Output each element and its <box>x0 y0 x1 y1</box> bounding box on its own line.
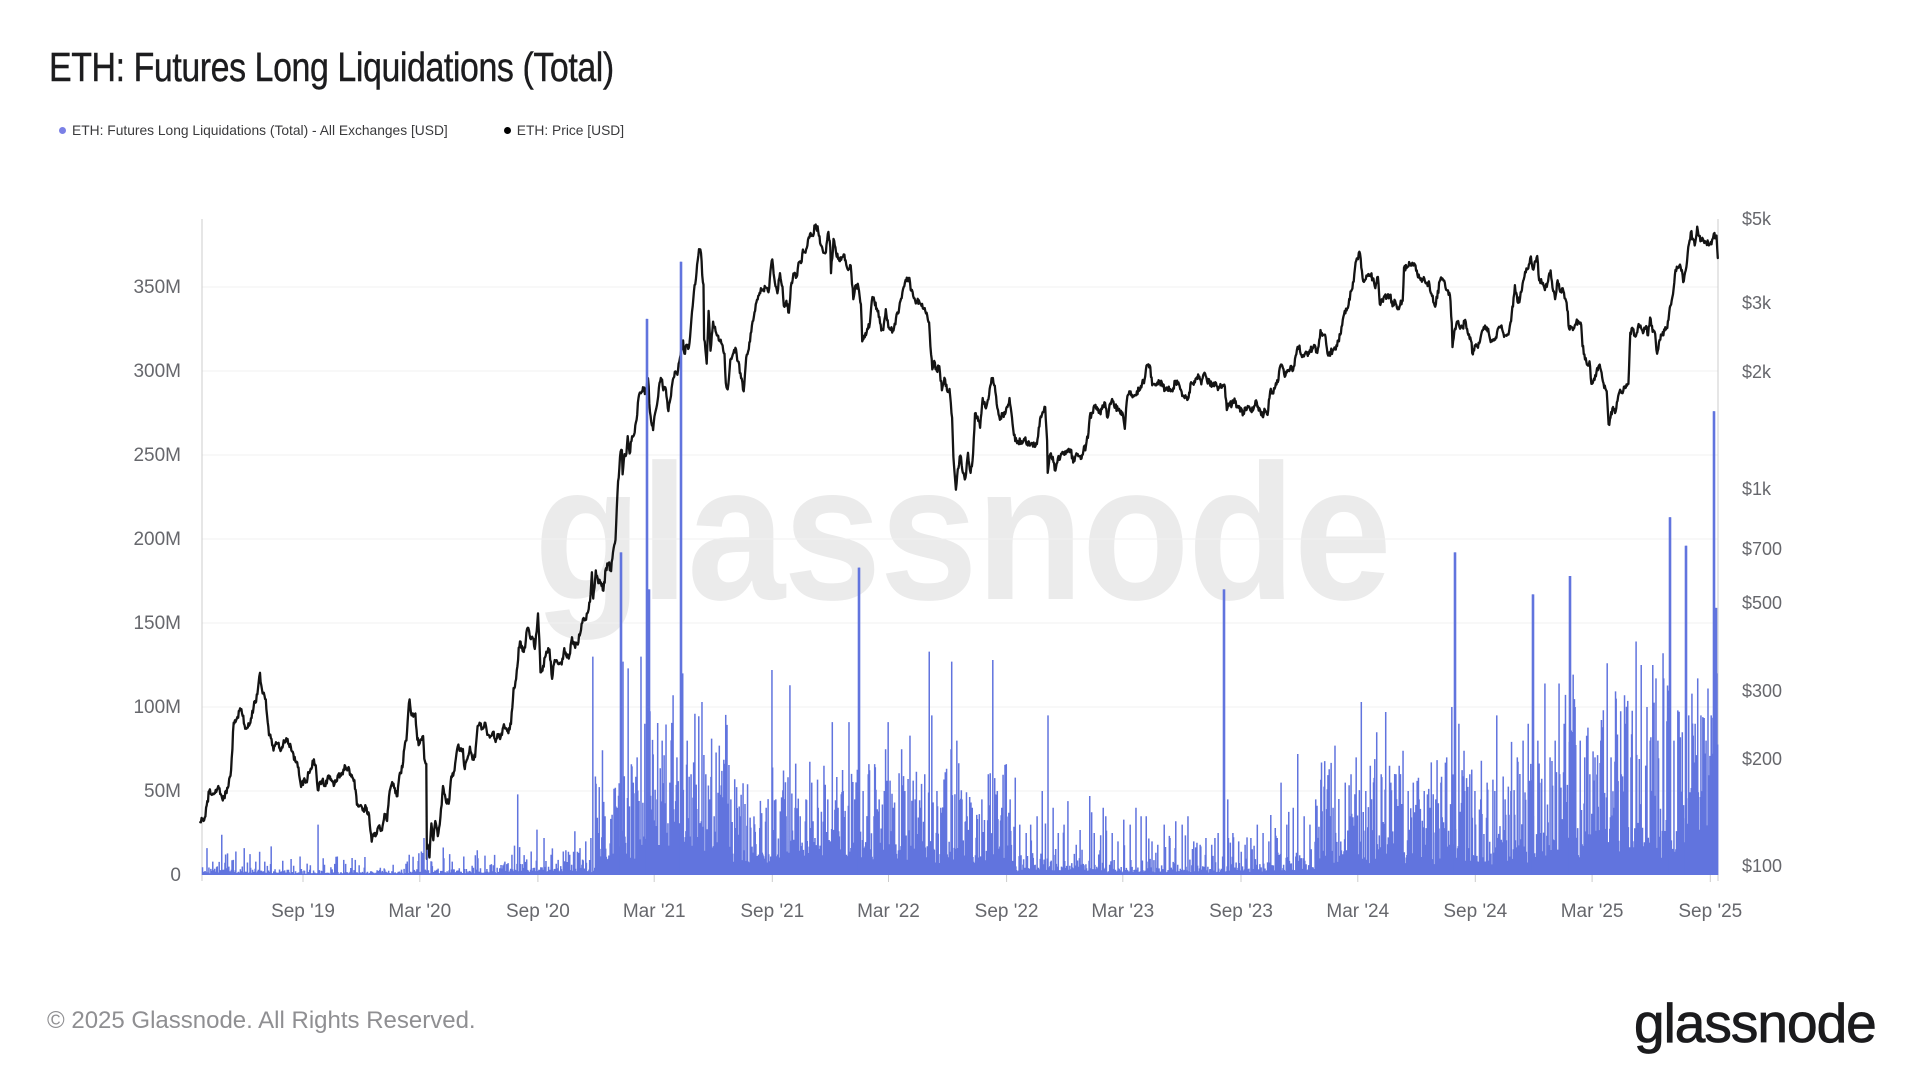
svg-text:Mar '23: Mar '23 <box>1091 901 1154 922</box>
svg-text:350M: 350M <box>133 277 181 298</box>
svg-text:Sep '20: Sep '20 <box>506 901 570 922</box>
svg-text:Sep '19: Sep '19 <box>271 901 335 922</box>
svg-text:$100: $100 <box>1742 856 1782 876</box>
svg-text:$5k: $5k <box>1742 209 1772 229</box>
svg-text:200M: 200M <box>133 529 181 550</box>
svg-text:$3k: $3k <box>1742 293 1772 313</box>
svg-text:Mar '22: Mar '22 <box>857 901 920 922</box>
svg-text:Sep '24: Sep '24 <box>1443 901 1507 922</box>
svg-text:Sep '22: Sep '22 <box>975 901 1039 922</box>
svg-text:Sep '25: Sep '25 <box>1678 901 1742 922</box>
svg-text:Sep '21: Sep '21 <box>740 901 804 922</box>
svg-text:300M: 300M <box>133 361 181 382</box>
svg-text:150M: 150M <box>133 613 181 634</box>
svg-text:$500: $500 <box>1742 593 1782 613</box>
svg-text:$200: $200 <box>1742 749 1782 769</box>
svg-text:$700: $700 <box>1742 539 1782 559</box>
svg-text:Mar '20: Mar '20 <box>388 901 451 922</box>
svg-text:0: 0 <box>170 865 181 886</box>
svg-text:50M: 50M <box>144 781 181 802</box>
svg-text:Mar '24: Mar '24 <box>1326 901 1389 922</box>
svg-text:Mar '21: Mar '21 <box>623 901 686 922</box>
svg-text:$300: $300 <box>1742 681 1782 701</box>
svg-text:$1k: $1k <box>1742 479 1772 499</box>
svg-text:Mar '25: Mar '25 <box>1561 901 1624 922</box>
svg-text:$2k: $2k <box>1742 362 1772 382</box>
svg-text:250M: 250M <box>133 445 181 466</box>
svg-text:100M: 100M <box>133 697 181 718</box>
svg-text:Sep '23: Sep '23 <box>1209 901 1273 922</box>
